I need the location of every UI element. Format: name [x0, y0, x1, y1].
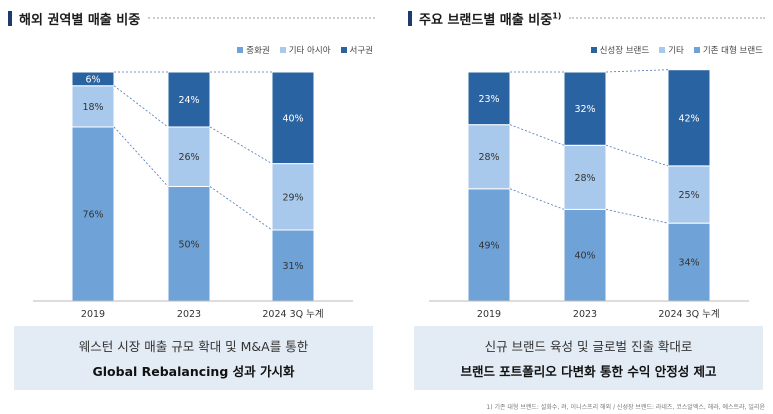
legend-label: 기타 아시아: [288, 46, 331, 56]
legend-swatch: [590, 47, 597, 53]
right-caption: 신규 브랜드 육성 및 글로벌 진출 확대로 브랜드 포트폴리오 다변화 통한 …: [414, 326, 763, 390]
legend-swatch: [279, 47, 286, 53]
data-label: 40%: [282, 113, 303, 124]
bar-segment: [167, 186, 211, 302]
title-accent-bar: [8, 10, 12, 26]
data-label: 31%: [282, 261, 303, 272]
right-panel: 주요 브랜드별 매출 비중1) 신성장 브랜드 기타 기존 대형 브랜드 49% 28…: [400, 0, 773, 404]
legend-label: 기존 대형 브랜드: [702, 46, 763, 56]
legend-item: 중화권: [237, 44, 270, 56]
connector-line: [605, 69, 669, 73]
right-chart: 49% 28% 23% 2019 40% 28% 32% 2023 34% 25% 42% 2024 …: [429, 69, 749, 320]
legend-swatch: [237, 47, 244, 53]
connector-line: [209, 186, 273, 231]
right-title-row: 주요 브랜드별 매출 비중1): [408, 8, 765, 28]
data-label: 23%: [478, 94, 499, 105]
data-label: 42%: [678, 113, 699, 124]
data-label: 76%: [82, 209, 103, 220]
data-label: 28%: [574, 173, 595, 184]
title-footnote-mark: 1): [552, 11, 562, 21]
bar-segment: [563, 71, 607, 146]
left-legend: 중화권 기타 아시아 서구권: [237, 44, 373, 56]
legend-item: 기존 대형 브랜드: [693, 44, 763, 56]
left-title-row: 해외 권역별 매출 비중: [8, 8, 375, 28]
legend-item: 신성장 브랜드: [590, 44, 650, 56]
x-tick-label: 2024 3Q 누계: [262, 308, 323, 320]
data-label: 24%: [178, 95, 199, 106]
bar-segment: [71, 126, 115, 302]
x-tick-label: 2019: [81, 309, 105, 320]
left-panel: 해외 권역별 매출 비중 중화권 기타 아시아 서구권 76% 18% 6% 2019 50…: [0, 0, 383, 404]
connector-line: [113, 85, 169, 128]
data-label: 28%: [478, 152, 499, 163]
left-chart: 76% 18% 6% 2019 50% 26% 24% 2023 31% 29% 40% 2024 3…: [33, 71, 353, 320]
data-label: 29%: [282, 192, 303, 203]
legend-item: 기타 아시아: [279, 44, 331, 56]
bar-segment: [271, 163, 315, 231]
legend-label: 신성장 브랜드: [599, 46, 650, 56]
title-dotted-divider: [148, 17, 375, 19]
data-label: 32%: [574, 104, 595, 115]
legend-label: 기타: [668, 46, 684, 56]
bar-segment: [667, 222, 711, 302]
legend-item: 서구권: [340, 44, 373, 56]
left-caption-line1: 웨스턴 시장 매출 규모 확대 및 M&A를 통한: [78, 339, 309, 354]
data-label: 50%: [178, 239, 199, 250]
data-label: 6%: [85, 74, 100, 85]
x-tick-label: 2023: [177, 309, 201, 320]
left-caption-line2: Global Rebalancing 성과 가시화: [92, 364, 295, 379]
connector-line: [509, 124, 565, 146]
data-label: 18%: [82, 102, 103, 113]
legend-label: 중화권: [246, 46, 270, 56]
bar-segment: [667, 69, 711, 167]
bar-segment: [71, 85, 115, 128]
bar-segment: [71, 71, 115, 87]
left-title: 해외 권역별 매출 비중: [19, 12, 141, 28]
data-label: 34%: [678, 258, 699, 269]
connector-line: [113, 126, 169, 187]
title-accent-bar: [408, 10, 412, 26]
data-label: 25%: [678, 190, 699, 201]
legend-label: 서구권: [349, 46, 373, 56]
legend-item: 기타: [659, 44, 684, 56]
connector-line: [605, 144, 669, 167]
right-legend: 신성장 브랜드 기타 기존 대형 브랜드: [590, 44, 763, 56]
x-tick-label: 2024 3Q 누계: [658, 308, 719, 320]
bar-segment: [167, 126, 211, 187]
left-caption: 웨스턴 시장 매출 규모 확대 및 M&A를 통한 Global Rebalan…: [14, 326, 373, 390]
connector-line: [509, 188, 565, 210]
right-caption-line1: 신규 브랜드 육성 및 글로벌 진출 확대로: [484, 339, 693, 354]
legend-swatch: [340, 47, 347, 53]
bar-segment: [467, 188, 511, 302]
data-label: 26%: [178, 152, 199, 163]
data-label: 40%: [574, 251, 595, 262]
legend-swatch: [693, 47, 700, 53]
bar-segment: [563, 144, 607, 210]
bar-segment: [167, 71, 211, 128]
connector-line: [605, 209, 669, 224]
footnote: 1) 기존 대형 브랜드: 설화수, 려, 이니스프리 해외 / 신성장 브랜드…: [486, 404, 765, 411]
x-tick-label: 2023: [573, 309, 597, 320]
bar-segment: [467, 124, 511, 190]
bar-segment: [467, 71, 511, 126]
right-title: 주요 브랜드별 매출 비중1): [419, 11, 562, 28]
bar-segment: [271, 71, 315, 165]
right-caption-line2: 브랜드 포트폴리오 다변화 통한 수익 안정성 제고: [460, 364, 717, 379]
bar-segment: [667, 165, 711, 224]
x-tick-label: 2019: [477, 309, 501, 320]
legend-swatch: [659, 47, 666, 53]
title-dotted-divider: [569, 17, 765, 19]
data-label: 49%: [478, 240, 499, 251]
connector-line: [209, 126, 273, 164]
